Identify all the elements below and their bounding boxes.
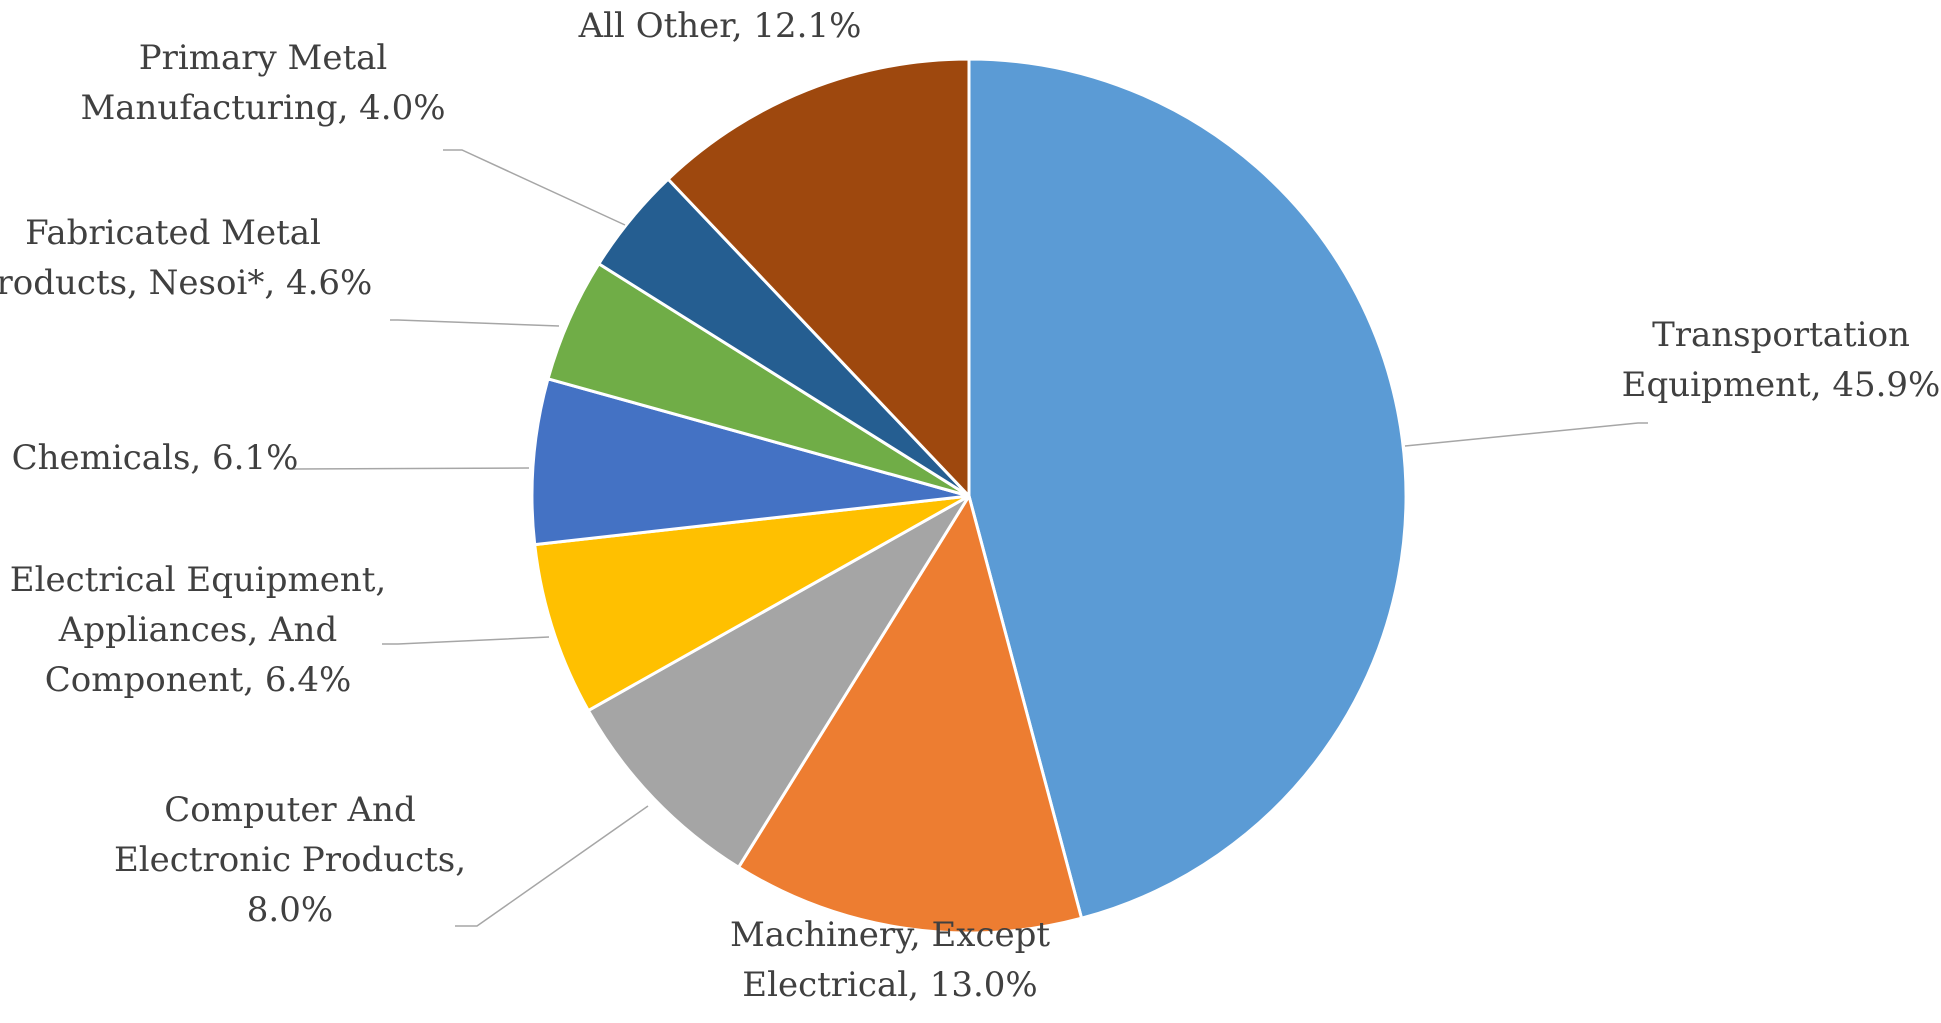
slice-label-line: Electronic Products,: [114, 840, 466, 880]
slice-label-line: Machinery, Except: [730, 915, 1050, 955]
leader-line-transportation-equipment: [1405, 423, 1648, 446]
slice-label-chemicals: Chemicals, 6.1%: [12, 438, 299, 478]
slice-label-machinery-except-electrical: Machinery, Except Electrical, 13.0%: [730, 915, 1050, 1005]
slice-label-transportation-equipment: Transportation Equipment, 45.9%: [1622, 315, 1941, 405]
slice-label-line: Fabricated Metal: [25, 213, 321, 253]
slice-label-line: Products, Nesoi*, 4.6%: [0, 263, 372, 303]
slice-label-line: Component, 6.4%: [45, 660, 352, 700]
slice-label-line: Appliances, And: [58, 610, 337, 650]
slice-label-line: Chemicals, 6.1%: [12, 438, 299, 478]
leader-line-primary-metal-manufacturing: [443, 150, 625, 225]
slice-label-all-other: All Other, 12.1%: [578, 6, 862, 46]
slice-label-line: Manufacturing, 4.0%: [80, 88, 445, 128]
slice-label-line: Electrical, 13.0%: [742, 965, 1037, 1005]
slice-label-computer-and-electronic-products: Computer And Electronic Products, 8.0%: [114, 790, 466, 930]
slice-label-line: Primary Metal: [139, 38, 388, 78]
slice-label-line: 8.0%: [247, 890, 333, 930]
slice-label-fabricated-metal-products-nesoi: Fabricated Metal Products, Nesoi*, 4.6%: [0, 213, 372, 303]
slice-label-line: Transportation: [1652, 315, 1910, 355]
slice-label-primary-metal-manufacturing: Primary Metal Manufacturing, 4.0%: [80, 38, 445, 128]
slice-label-line: Computer And: [164, 790, 415, 830]
leader-line-fabricated-metal-products-nesoi: [390, 320, 559, 326]
slice-label-electrical-equipment-appliances-and-component: Electrical Equipment, Appliances, And Comp…: [10, 560, 387, 700]
slices-layer: [532, 59, 1406, 933]
slice-label-line: Electrical Equipment,: [10, 560, 387, 600]
slice-label-line: All Other, 12.1%: [578, 6, 862, 46]
leader-line-chemicals: [290, 468, 529, 469]
slice-label-line: Equipment, 45.9%: [1622, 365, 1941, 405]
leader-line-electrical-equipment-appliances-and-component: [382, 637, 549, 644]
leader-line-computer-and-electronic-products: [455, 806, 648, 926]
